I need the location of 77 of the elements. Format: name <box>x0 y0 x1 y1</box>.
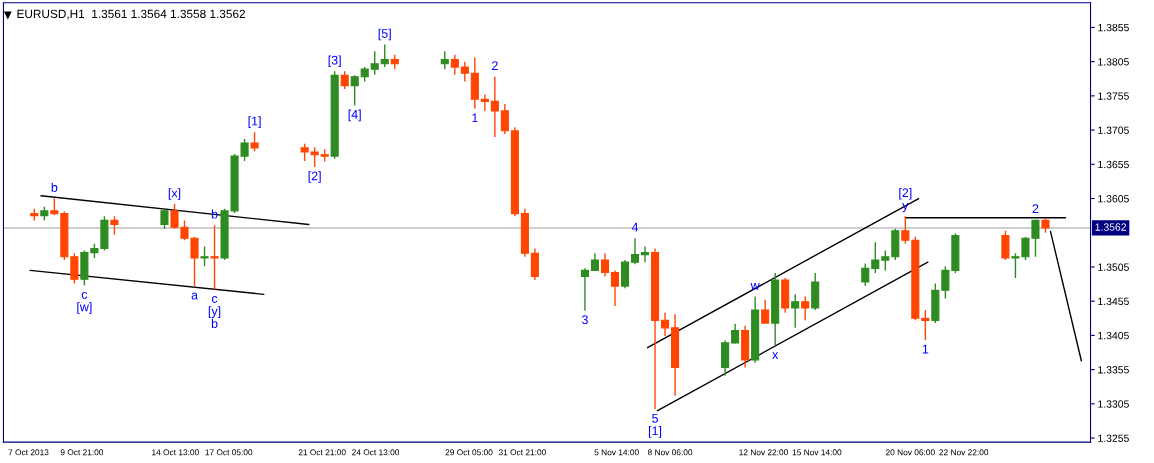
annotation: 3 <box>581 315 588 325</box>
candlestick <box>490 75 499 138</box>
candlestick <box>200 245 209 267</box>
annotation: 5 [1] <box>648 413 662 438</box>
annotation: c [w] <box>77 291 92 314</box>
y-tick-label: 1.3805 <box>1098 58 1129 66</box>
x-tick-label: 7 Oct 2013 <box>8 449 49 456</box>
x-tick-label: 8 Nov 06:00 <box>647 449 693 456</box>
annotation: 2 <box>1032 204 1039 213</box>
x-tick-label: 9 Oct 21:00 <box>60 449 104 456</box>
candlestick <box>881 249 890 272</box>
annotation: 2 <box>492 61 498 70</box>
annotation: a <box>191 292 198 300</box>
candlestick <box>630 237 640 265</box>
candlestick <box>660 312 670 337</box>
y-tick-label: 1.3755 <box>1098 92 1129 100</box>
candlestick <box>861 262 870 287</box>
candlestick <box>380 43 389 68</box>
y-tick-label: 1.3505 <box>1098 263 1129 271</box>
candlestick <box>250 131 259 152</box>
candlestick <box>901 215 910 245</box>
annotation: 4 <box>631 222 639 232</box>
x-tick-label: 17 Oct 05:00 <box>205 449 253 456</box>
annotation: 1 <box>922 344 929 354</box>
annotation: x <box>772 352 779 359</box>
y-tick-label: 1.3605 <box>1098 195 1129 203</box>
candlestick <box>450 54 459 76</box>
y-tick-label: 1.3655 <box>1098 160 1129 169</box>
candlestick <box>210 224 219 291</box>
candlestick <box>350 74 359 107</box>
y-tick-label: 1.3405 <box>1098 331 1129 340</box>
y-tick-label: 1.3305 <box>1098 400 1129 408</box>
x-tick-label: 15 Nov 14:00 <box>792 449 842 456</box>
x-tick-label: 24 Oct 13:00 <box>352 449 400 456</box>
candlestick <box>160 208 169 230</box>
ref-line-label: 1.3562 <box>1095 223 1127 231</box>
candlestick <box>620 259 630 289</box>
y-tick-label: 1.3855 <box>1098 23 1129 32</box>
candlestick <box>460 60 469 83</box>
annotation: [3] <box>328 55 341 68</box>
candlestick <box>1001 229 1010 261</box>
annotation: [2] <box>308 171 321 183</box>
y-tick-label: 1.3355 <box>1098 366 1129 374</box>
candlestick <box>731 323 740 345</box>
x-tick-label: 12 Nov 22:00 <box>739 449 788 456</box>
candlestick <box>921 309 930 341</box>
annotation: 1 <box>472 113 478 123</box>
x-tick-label: 31 Oct 21:00 <box>498 449 546 456</box>
x-tick-label: 21 Oct 21:00 <box>298 449 346 456</box>
candlestick <box>801 295 810 322</box>
x-tick-label: 29 Oct 05:00 <box>445 449 493 456</box>
x-tick-label: 20 Nov 06:00 <box>885 449 935 456</box>
candlestick <box>580 267 590 312</box>
candlestick <box>530 247 539 281</box>
candlestick <box>761 299 770 324</box>
annotation: [x] <box>168 188 181 200</box>
x-tick-label: 5 Nov 14:00 <box>594 449 639 456</box>
y-tick-label: 1.3255 <box>1098 434 1129 442</box>
candlestick <box>110 215 119 236</box>
candlestick <box>871 241 880 274</box>
candlestick <box>791 293 800 329</box>
annotation: c [y] b <box>208 296 221 329</box>
y-tick-label: 1.3455 <box>1098 297 1129 306</box>
x-tick-label: 22 Nov 22:00 <box>939 449 989 456</box>
candlestick <box>610 269 620 307</box>
candlestick <box>480 93 489 112</box>
annotation: b <box>51 182 58 192</box>
candlestick <box>370 50 379 76</box>
annotation: [4] <box>348 109 361 122</box>
chart-title: EURUSD,H1 1.3561 1.3564 1.3558 1.3562 <box>17 9 245 20</box>
annotation: [1] <box>248 116 261 128</box>
x-tick-label: 14 Oct 13:00 <box>152 449 199 456</box>
annotation: [5] <box>378 28 391 41</box>
candlestick <box>640 245 650 263</box>
candlestick <box>500 103 509 135</box>
candlestick <box>600 252 610 278</box>
y-tick-label: 1.3705 <box>1098 126 1129 134</box>
